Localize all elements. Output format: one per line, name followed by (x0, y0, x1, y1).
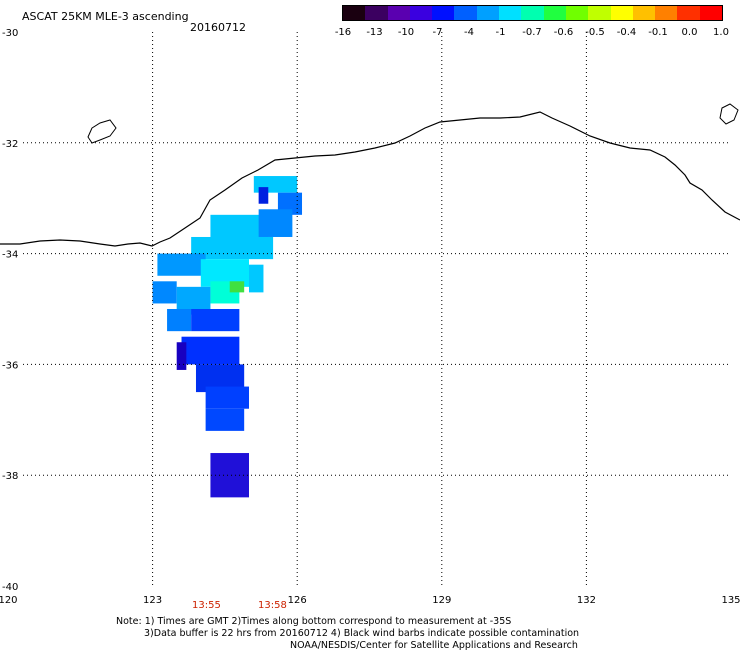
colorbar-swatch (610, 6, 633, 20)
colorbar-label: -13 (366, 27, 383, 38)
wind-cell (176, 342, 187, 370)
colorbar-label: -0.7 (522, 27, 542, 38)
lat-tick-label: -38 (2, 471, 18, 482)
colorbar-label: -1 (495, 27, 506, 38)
colorbar-label: -0.1 (648, 27, 668, 38)
colorbar-label: -16 (334, 27, 352, 38)
colorbar-swatch (543, 6, 566, 20)
wind-cell (249, 264, 264, 293)
wind-cell (167, 309, 192, 332)
lat-tick-label: -32 (2, 139, 18, 150)
colorbar-label: -4 (464, 27, 474, 38)
wind-cell (205, 386, 249, 409)
coastline (0, 111, 740, 247)
note-line-3: NOAA/NESDIS/Center for Satellite Applica… (290, 640, 578, 651)
wind-cell (229, 281, 245, 293)
lon-tick-label: 129 (432, 595, 451, 606)
colorbar-label: -0.4 (616, 27, 637, 38)
lon-tick-label: 132 (577, 595, 596, 606)
wind-cell (181, 336, 240, 365)
colorbar-label: 0.0 (681, 27, 698, 38)
wind-cell (191, 309, 240, 332)
time-label-2: 13:58 (258, 600, 287, 611)
colorbar-swatch (476, 6, 500, 20)
colorbar-swatch (588, 6, 611, 20)
colorbar-swatch (409, 6, 433, 20)
colorbar-swatch (699, 6, 723, 20)
colorbar-swatch (655, 6, 678, 20)
colorbar-label: -7 (432, 27, 443, 38)
wind-cell (157, 253, 206, 276)
colorbar-swatch (432, 6, 455, 20)
colorbar-label: -10 (397, 27, 415, 38)
colorbar-swatch (632, 6, 656, 20)
lat-tick-label: -40 (2, 582, 18, 593)
wind-cell (205, 408, 245, 431)
colorbar (342, 5, 723, 21)
lat-tick-label: -34 (2, 250, 18, 261)
colorbar-swatch (565, 6, 589, 20)
colorbar-swatch (343, 6, 366, 20)
colorbar-swatch (677, 6, 700, 20)
grid-lines: 120 123 126 129 132 135 -30 -32 -34 -36 -38 -40 (0, 28, 740, 606)
wind-cell (258, 209, 293, 237)
wind-cells (152, 176, 303, 498)
colorbar-swatch (365, 6, 388, 20)
map-title: ASCAT 25KM MLE-3 ascending (22, 10, 189, 23)
colorbar-label: -0.5 (585, 27, 605, 38)
lon-tick-label: 135 (721, 595, 740, 606)
colorbar-swatch (499, 6, 522, 20)
note-line-2: 3)Data buffer is 22 hrs from 20160712 4)… (144, 628, 580, 639)
colorbar-labels: -16 -13 -10 -7 -4 -1 -0.7 -0.6 -0.5 -0.4 -0.1 0.0 1.… (330, 27, 735, 41)
colorbar-label: -0.6 (553, 27, 574, 38)
wind-cell (152, 281, 177, 304)
lat-tick-label: -30 (2, 28, 18, 39)
map-date: 20160712 (190, 21, 246, 34)
colorbar-swatch (387, 6, 410, 20)
lon-tick-label: 120 (0, 595, 18, 606)
colorbar-swatch (521, 6, 544, 20)
lon-tick-label: 123 (143, 595, 162, 606)
colorbar-swatch (454, 6, 477, 20)
wind-cell (210, 453, 249, 498)
island-left (87, 119, 117, 144)
lon-tick-label: 126 (288, 595, 307, 606)
coast-right (719, 103, 739, 125)
lat-tick-label: -36 (2, 360, 18, 371)
note-line-1: Note: 1) Times are GMT 2)Times along bot… (116, 616, 512, 627)
time-label-1: 13:55 (192, 600, 221, 611)
wind-cell (258, 187, 269, 204)
colorbar-label: 1.0 (713, 27, 729, 38)
